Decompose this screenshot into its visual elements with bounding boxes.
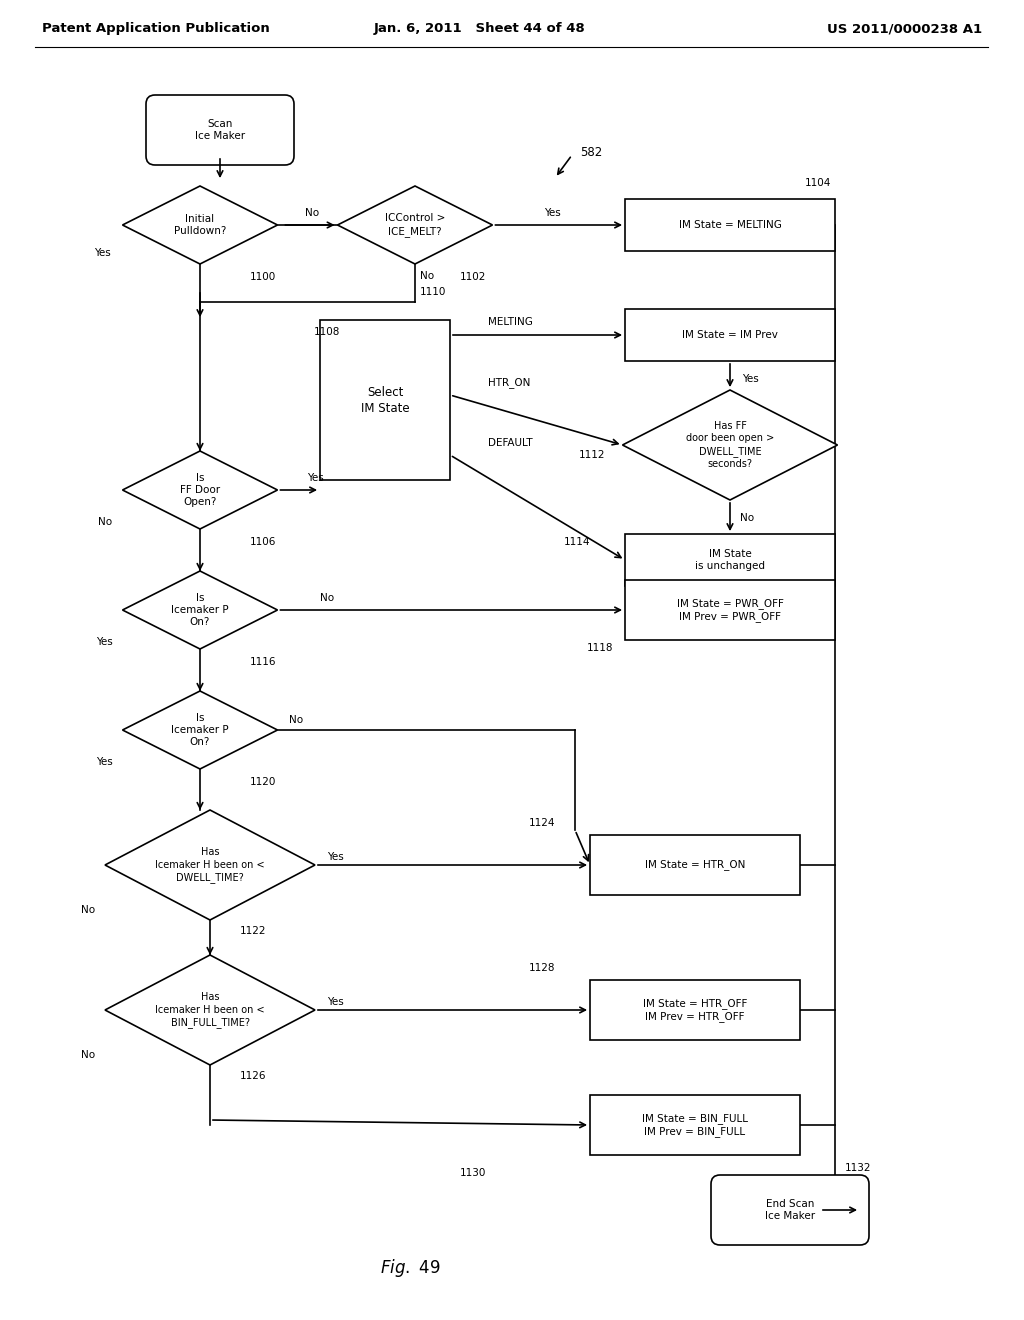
Text: No: No [81,1049,95,1060]
Polygon shape [123,451,278,529]
Text: Yes: Yes [96,756,113,767]
Text: 1110: 1110 [420,286,446,297]
Text: Is
Icemaker P
On?: Is Icemaker P On? [171,593,228,627]
Text: Has
Icemaker H been on <
BIN_FULL_TIME?: Has Icemaker H been on < BIN_FULL_TIME? [156,993,265,1028]
FancyBboxPatch shape [625,535,835,586]
FancyBboxPatch shape [711,1175,869,1245]
Text: 1114: 1114 [563,537,590,546]
Text: Yes: Yes [742,374,759,384]
Text: 1128: 1128 [528,964,555,973]
Text: Scan
Ice Maker: Scan Ice Maker [195,119,245,141]
Text: $\mathit{Fig.\ 49}$: $\mathit{Fig.\ 49}$ [380,1257,440,1279]
FancyBboxPatch shape [319,319,450,480]
Text: No: No [321,593,335,603]
Text: IM State = PWR_OFF
IM Prev = PWR_OFF: IM State = PWR_OFF IM Prev = PWR_OFF [677,598,783,622]
Text: Yes: Yes [96,638,113,647]
Text: No: No [290,715,304,725]
Text: Has
Icemaker H been on <
DWELL_TIME?: Has Icemaker H been on < DWELL_TIME? [156,847,265,883]
Text: Jan. 6, 2011   Sheet 44 of 48: Jan. 6, 2011 Sheet 44 of 48 [374,22,586,36]
Text: IM State
is unchanged: IM State is unchanged [695,549,765,572]
Text: Yes: Yes [94,248,111,257]
Text: No: No [305,209,319,218]
Text: Is
Icemaker P
On?: Is Icemaker P On? [171,713,228,747]
Text: Yes: Yes [327,851,344,862]
Text: No: No [98,517,113,527]
Text: 1124: 1124 [528,818,555,828]
Text: Patent Application Publication: Patent Application Publication [42,22,269,36]
Text: Initial
Pulldown?: Initial Pulldown? [174,214,226,236]
Text: ICControl >
ICE_MELT?: ICControl > ICE_MELT? [385,214,445,236]
Polygon shape [623,389,838,500]
Text: Is
FF Door
Open?: Is FF Door Open? [180,473,220,507]
FancyBboxPatch shape [146,95,294,165]
FancyBboxPatch shape [590,979,800,1040]
Text: IM State = HTR_ON: IM State = HTR_ON [645,859,745,870]
Text: 1112: 1112 [579,450,605,459]
Text: 1126: 1126 [240,1071,266,1081]
Text: Yes: Yes [307,473,324,483]
Polygon shape [338,186,493,264]
Text: Yes: Yes [327,997,344,1007]
Text: 1120: 1120 [250,777,276,787]
Text: Has FF
door been open >
DWELL_TIME
seconds?: Has FF door been open > DWELL_TIME secon… [686,421,774,469]
Polygon shape [123,186,278,264]
Text: No: No [740,513,754,523]
Text: MELTING: MELTING [488,317,532,327]
Text: IM State = IM Prev: IM State = IM Prev [682,330,778,341]
Polygon shape [105,954,315,1065]
FancyBboxPatch shape [625,579,835,640]
Text: 582: 582 [580,145,602,158]
Text: 1118: 1118 [587,643,613,653]
Text: Select
IM State: Select IM State [360,385,410,414]
Text: Yes: Yes [544,209,561,218]
Text: 1108: 1108 [313,327,340,337]
FancyBboxPatch shape [625,309,835,360]
Text: HTR_ON: HTR_ON [488,378,530,388]
Text: 1102: 1102 [460,272,486,282]
Text: No: No [420,271,434,281]
Text: IM State = MELTING: IM State = MELTING [679,220,781,230]
Polygon shape [123,690,278,770]
Text: 1130: 1130 [460,1168,486,1177]
Text: 1106: 1106 [250,537,276,546]
FancyBboxPatch shape [590,836,800,895]
Text: IM State = BIN_FULL
IM Prev = BIN_FULL: IM State = BIN_FULL IM Prev = BIN_FULL [642,1113,748,1137]
Polygon shape [123,572,278,649]
Text: 1132: 1132 [845,1163,871,1173]
Polygon shape [105,810,315,920]
Text: DEFAULT: DEFAULT [488,438,532,447]
FancyBboxPatch shape [590,1096,800,1155]
Text: End Scan
Ice Maker: End Scan Ice Maker [765,1199,815,1221]
Text: 1122: 1122 [240,927,266,936]
Text: 1116: 1116 [250,657,276,667]
Text: No: No [81,906,95,915]
Text: 1100: 1100 [250,272,276,282]
Text: 1104: 1104 [805,178,831,187]
FancyBboxPatch shape [625,199,835,251]
Text: IM State = HTR_OFF
IM Prev = HTR_OFF: IM State = HTR_OFF IM Prev = HTR_OFF [643,998,748,1022]
Text: US 2011/0000238 A1: US 2011/0000238 A1 [826,22,982,36]
